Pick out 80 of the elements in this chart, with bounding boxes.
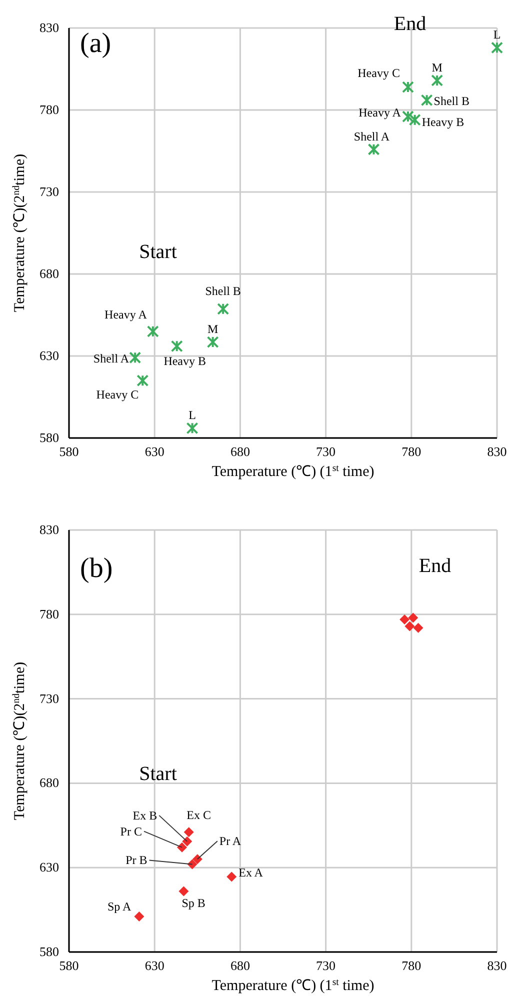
annotation: L <box>188 408 196 422</box>
point <box>491 42 503 54</box>
point <box>186 422 198 434</box>
annotation: Heavy C <box>96 388 139 402</box>
annotation: Start <box>139 241 178 263</box>
x-tick-label: 630 <box>144 444 164 459</box>
point <box>182 836 192 846</box>
x-tick-label: 780 <box>402 958 422 973</box>
annotation: M <box>207 322 218 336</box>
annotation: Shell A <box>93 352 130 366</box>
point <box>368 143 380 156</box>
point <box>129 352 142 364</box>
annotation: Heavy C <box>358 66 400 80</box>
annotation: End <box>394 13 426 35</box>
annotation: Heavy B <box>164 354 206 368</box>
point <box>187 859 198 870</box>
y-tick-label: 730 <box>40 690 59 706</box>
annotation: Heavy A <box>104 307 148 322</box>
annotation: Shell B <box>205 284 241 298</box>
point <box>402 81 414 94</box>
point <box>217 302 230 315</box>
annotation: Sp A <box>108 900 132 914</box>
point <box>146 325 159 338</box>
point <box>413 622 424 633</box>
annotation: Ex B <box>132 808 158 822</box>
point <box>192 854 202 864</box>
y-tick-label: 680 <box>40 266 59 281</box>
annotation: Start <box>139 763 178 785</box>
x-tick-label: 680 <box>230 958 250 973</box>
x-tick-label: 780 <box>402 444 422 459</box>
y-tick-label: 630 <box>40 860 59 875</box>
annotation: Pr B <box>126 853 148 868</box>
y-tick-label: 580 <box>40 944 59 959</box>
point <box>420 94 433 106</box>
x-tick-label: 580 <box>59 444 79 459</box>
point <box>176 842 187 852</box>
annotation: L <box>493 28 501 42</box>
annotation: Ex A <box>238 866 264 880</box>
y-tick-label: 580 <box>40 430 59 445</box>
point <box>431 74 444 86</box>
annotation: Heavy A <box>358 106 402 120</box>
x-tick-label: 630 <box>144 958 164 973</box>
annotation: Ex C <box>186 808 212 822</box>
point <box>178 886 189 896</box>
annotation: Sp B <box>182 896 206 910</box>
x-axis-title: Temperature (℃) (1$^{st}$ time) <box>212 976 374 994</box>
point <box>408 612 418 623</box>
annotation: (b) <box>80 553 113 584</box>
point <box>136 374 149 387</box>
y-tick-label: 680 <box>40 775 59 790</box>
annotation: Heavy B <box>422 114 464 129</box>
y-tick-label: 630 <box>40 348 59 363</box>
point <box>206 336 219 348</box>
point <box>184 827 194 838</box>
point <box>400 614 410 624</box>
x-tick-label: 830 <box>487 958 507 973</box>
y-tick-label: 780 <box>40 102 59 117</box>
y-tick-label: 830 <box>40 20 59 35</box>
point <box>402 110 414 123</box>
x-axis-title: Temperature (℃) (1$^{st}$ time) <box>212 462 374 480</box>
point <box>404 621 415 632</box>
annotation: End <box>418 555 452 577</box>
y-tick-label: 730 <box>40 184 59 199</box>
x-tick-label: 830 <box>487 444 507 459</box>
annotation: Pr A <box>219 834 242 848</box>
annotation: Pr C <box>120 824 142 838</box>
point <box>134 912 144 922</box>
point <box>170 340 183 352</box>
y-tick-label: 830 <box>40 522 59 537</box>
x-tick-label: 580 <box>59 958 79 973</box>
annotation: Shell B <box>434 94 470 108</box>
x-tick-label: 680 <box>230 444 250 459</box>
y-tick-label: 780 <box>40 606 59 622</box>
point <box>408 114 421 126</box>
x-tick-label: 730 <box>316 958 336 973</box>
annotation: Shell A <box>354 129 390 144</box>
annotation: (a) <box>80 28 112 59</box>
annotation: M <box>432 60 443 74</box>
x-tick-label: 730 <box>316 444 336 459</box>
point <box>226 872 237 882</box>
